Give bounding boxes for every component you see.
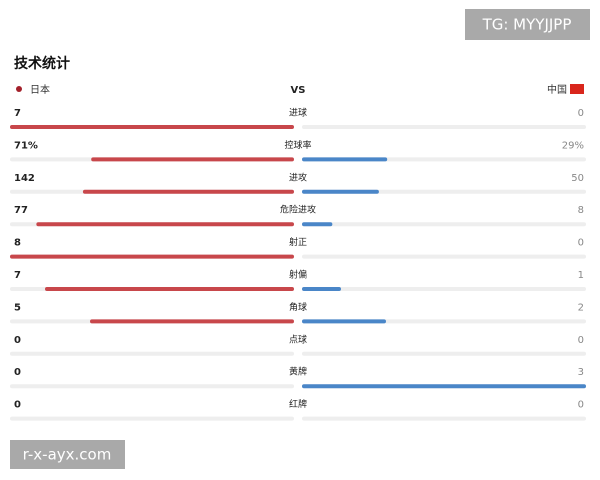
home-team: 日本 xyxy=(30,83,50,96)
away-flag xyxy=(570,84,584,94)
away-team: 中国 xyxy=(547,83,567,96)
away-value: 0 xyxy=(578,238,584,249)
home-value: 77 xyxy=(14,205,28,216)
stat-label: 点球 xyxy=(289,333,307,345)
stat-label: 进球 xyxy=(289,107,307,119)
home-value: 142 xyxy=(14,173,35,184)
watermark-box xyxy=(10,440,125,469)
watermark: TG: MYYJJPP xyxy=(482,16,572,34)
away-value: 3 xyxy=(578,367,584,378)
away-value: 2 xyxy=(578,302,584,313)
home-value: 0 xyxy=(14,335,21,346)
stat-label: 进攻 xyxy=(289,171,307,183)
vs: VS xyxy=(291,85,306,96)
stat-label: 射偏 xyxy=(289,269,307,281)
away-value: 29% xyxy=(562,140,584,151)
away-value: 50 xyxy=(571,173,584,184)
away-value: 0 xyxy=(578,335,584,346)
home-value: 8 xyxy=(14,238,21,249)
stat-label: 控球率 xyxy=(284,139,311,151)
rows: 7 进球 0 71% 控球率 29% 142 进攻 50 77 危险进攻 8 8 射正 0 7 射偏 1 5 角球 2 0… xyxy=(10,107,586,421)
stat-label: 射正 xyxy=(289,236,307,248)
watermark-box xyxy=(465,9,590,40)
home-value: 0 xyxy=(14,367,21,378)
away-value: 0 xyxy=(578,400,584,411)
stat-label: 危险进攻 xyxy=(280,204,316,216)
away-value: 0 xyxy=(578,108,584,119)
away-value: 1 xyxy=(578,270,584,281)
watermark: r-x-ayx.com xyxy=(23,446,112,464)
home-value: 71% xyxy=(14,140,38,151)
away-value: 8 xyxy=(578,205,584,216)
stat-label: 黄牌 xyxy=(289,366,307,378)
home-value: 7 xyxy=(14,108,21,119)
home-dot xyxy=(16,86,22,92)
home-value: 0 xyxy=(14,400,21,411)
home-value: 7 xyxy=(14,270,21,281)
home-value: 5 xyxy=(14,302,21,313)
stat-label: 角球 xyxy=(289,301,307,313)
title: 技术统计 xyxy=(14,55,70,72)
stat-label: 红牌 xyxy=(289,398,307,410)
